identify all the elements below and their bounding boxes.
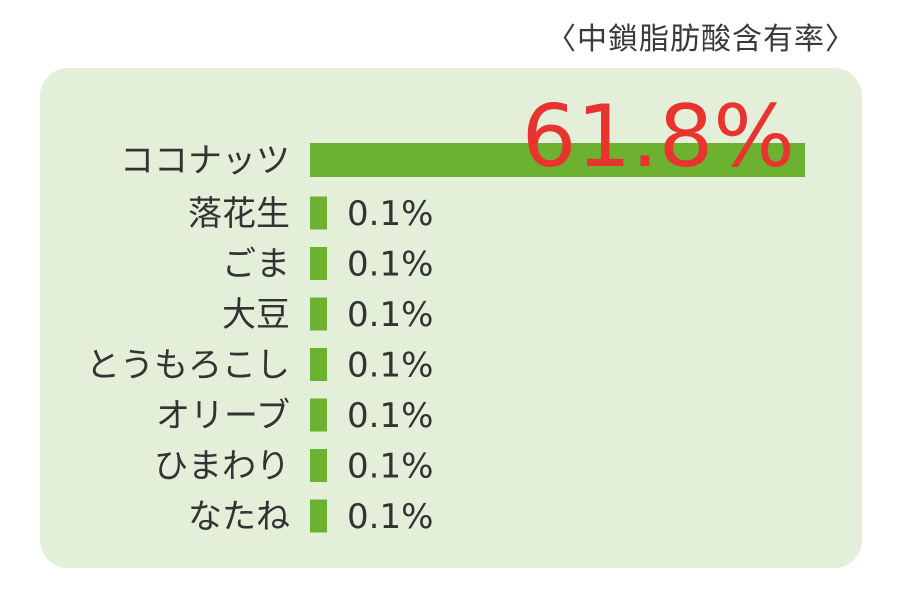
- value-label: 0.1%: [347, 295, 433, 335]
- category-label: 大豆: [222, 295, 290, 335]
- category-label: ごま: [222, 245, 290, 285]
- category-label: 落花生: [188, 194, 290, 234]
- bar: [310, 196, 327, 230]
- category-label: とうもろこし: [86, 346, 290, 386]
- bar: [310, 143, 805, 177]
- chart-title: 〈中鎖脂肪酸含有率〉: [546, 22, 856, 57]
- value-label: 61.8%: [522, 87, 795, 187]
- category-label: オリーブ: [156, 396, 290, 436]
- value-label: 0.1%: [347, 497, 433, 537]
- category-label: ひまわり: [154, 447, 290, 487]
- bar: [310, 398, 327, 432]
- category-label: ココナッツ: [120, 141, 290, 181]
- category-label: なたね: [188, 497, 290, 537]
- value-label: 0.1%: [347, 346, 433, 386]
- bar: [310, 449, 327, 482]
- bar: [310, 499, 327, 533]
- value-label: 0.1%: [347, 245, 433, 285]
- value-label: 0.1%: [347, 194, 433, 234]
- value-label: 0.1%: [347, 396, 433, 436]
- bar: [310, 247, 327, 280]
- bar: [310, 348, 327, 381]
- bar: [310, 297, 327, 331]
- value-label: 0.1%: [347, 447, 433, 487]
